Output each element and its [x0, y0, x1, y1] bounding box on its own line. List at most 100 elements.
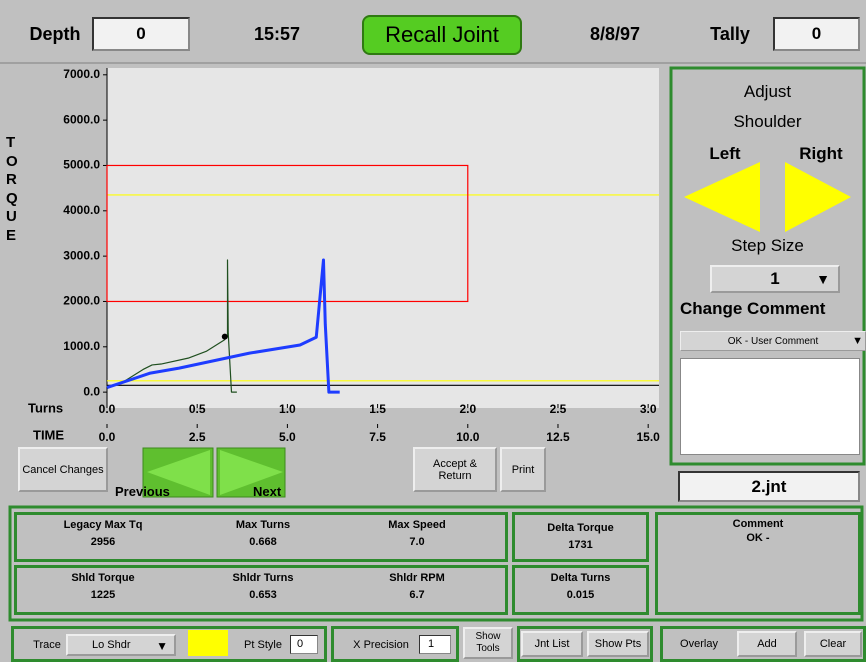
stat-value: 0.668 — [249, 536, 277, 548]
stat-value: 2956 — [90, 536, 116, 548]
y-tick-label: 5000.0 — [63, 158, 100, 172]
shoulder-left-arrow[interactable] — [684, 162, 760, 232]
shoulder-right-arrow[interactable] — [785, 162, 851, 232]
tally-label: Tally — [710, 23, 750, 44]
x-precision-label: X Precision — [353, 639, 409, 651]
shoulder-marker — [221, 333, 228, 340]
trace-color[interactable] — [188, 630, 228, 656]
stat-value: 1225 — [90, 589, 116, 601]
delta-box — [512, 565, 649, 615]
pt-style-spinner[interactable]: 0 — [290, 635, 318, 654]
date: 8/8/97 — [589, 23, 641, 44]
clear-button[interactable]: Clear — [804, 631, 862, 657]
jnt-list-button[interactable]: Jnt List — [521, 631, 583, 657]
trace — [106, 259, 237, 393]
comment-box — [655, 512, 861, 615]
delta-value: 0.015 — [566, 589, 595, 601]
x-tick-label: 0.0 — [99, 402, 116, 416]
right-label: Right — [799, 144, 843, 163]
mode-button[interactable]: Recall Joint — [362, 15, 522, 55]
y-tick-label: 2000.0 — [63, 294, 100, 308]
stats-panel — [8, 505, 864, 622]
x2-tick-label: 2.5 — [189, 430, 206, 444]
previous-arrow — [147, 450, 210, 495]
step-size-value: 1 — [770, 269, 780, 288]
previous-label: Previous — [115, 484, 170, 499]
adjust-title: Shoulder — [733, 112, 802, 131]
step-size-label: Step Size — [731, 236, 804, 255]
depth-label: Depth — [29, 23, 81, 44]
x2-tick-label: 7.5 — [369, 430, 386, 444]
x2-tick-label: 10.0 — [456, 430, 480, 444]
comment-dropdown[interactable]: OK - User Comment ▼ — [680, 331, 866, 351]
comment-label: Comment — [732, 518, 784, 530]
x-tick-label: 2.5 — [550, 402, 567, 416]
comment-value: OK - — [746, 532, 770, 544]
x2-tick-label: 15.0 — [636, 430, 660, 444]
x2-axis-label: TIME — [33, 427, 64, 442]
trace-label: Trace — [33, 639, 61, 651]
stat-label: Shld Torque — [71, 572, 135, 584]
pt-style-label: Pt Style — [244, 639, 282, 651]
delta-label: Delta Turns — [550, 572, 611, 584]
target-box — [106, 164, 469, 303]
show-tools-button[interactable]: Show Tools — [463, 627, 513, 659]
left-label: Left — [709, 144, 741, 163]
trace-value: Lo Shdr — [92, 639, 131, 651]
accept-button[interactable]: Accept & Return — [413, 447, 497, 492]
overlay-label: Overlay — [680, 638, 718, 650]
step-size-dropdown[interactable]: 1 ▼ — [710, 265, 840, 293]
x-tick-label: 1.5 — [369, 402, 386, 416]
y-tick-label: 0.0 — [83, 384, 100, 398]
x-tick-label: 1.0 — [279, 402, 296, 416]
stats-box — [14, 565, 508, 615]
y-tick-label: 7000.0 — [63, 67, 100, 81]
tally-value: 0 — [773, 17, 860, 51]
stat-value: 0.653 — [249, 589, 277, 601]
comment-choice: OK - User Comment — [727, 335, 819, 347]
stat-value: 6.7 — [409, 589, 425, 601]
change-comment-label: Change Comment — [680, 299, 826, 318]
stat-label: Max Turns — [235, 519, 291, 531]
adjust-title: Adjust — [743, 82, 792, 101]
cancel-button[interactable]: Cancel Changes — [18, 447, 108, 492]
stat-label: Max Speed — [388, 519, 446, 531]
dropdown-arrow: ▼ — [156, 639, 168, 653]
comment-text-box[interactable] — [680, 358, 860, 455]
stat-label: Shldr Turns — [232, 572, 294, 584]
x-precision-spinner[interactable]: 1 — [419, 635, 451, 654]
trace — [106, 258, 340, 394]
delta-value: 1731 — [568, 539, 593, 551]
stat-label: Legacy Max Tq — [63, 519, 143, 531]
delta-label: Delta Torque — [547, 522, 614, 534]
trace-dropdown[interactable]: Lo Shdr ▼ — [66, 634, 176, 656]
x-axis-label: Turns — [28, 400, 63, 415]
file-name: 2.jnt — [678, 471, 860, 502]
dropdown-arrow: ▼ — [816, 271, 830, 287]
add-button[interactable]: Add — [737, 631, 797, 657]
show-pts-button[interactable]: Show Pts — [587, 631, 649, 657]
next-arrow — [220, 450, 283, 495]
y-axis-label: TORQUE — [6, 134, 18, 244]
depth-value: 0 — [92, 17, 190, 51]
x2-tick-label: 0.0 — [99, 430, 116, 444]
print-button[interactable]: Print — [500, 447, 546, 492]
stat-value: 7.0 — [409, 536, 425, 548]
x-tick-label: 0.5 — [189, 402, 206, 416]
x2-tick-label: 5.0 — [279, 430, 296, 444]
stat-label: Shldr RPM — [389, 572, 445, 584]
y-tick-label: 4000.0 — [63, 203, 100, 217]
next-label: Next — [253, 484, 282, 499]
stats-box — [14, 512, 508, 562]
x2-tick-label: 12.5 — [546, 430, 570, 444]
plot-area — [107, 68, 659, 408]
x-tick-label: 2.0 — [459, 402, 476, 416]
delta-box — [512, 512, 649, 562]
y-tick-label: 3000.0 — [63, 248, 100, 262]
x-tick-label: 3.0 — [640, 402, 657, 416]
adjust-panel — [669, 66, 866, 466]
y-tick-label: 1000.0 — [63, 339, 100, 353]
dropdown-arrow: ▼ — [852, 335, 863, 347]
